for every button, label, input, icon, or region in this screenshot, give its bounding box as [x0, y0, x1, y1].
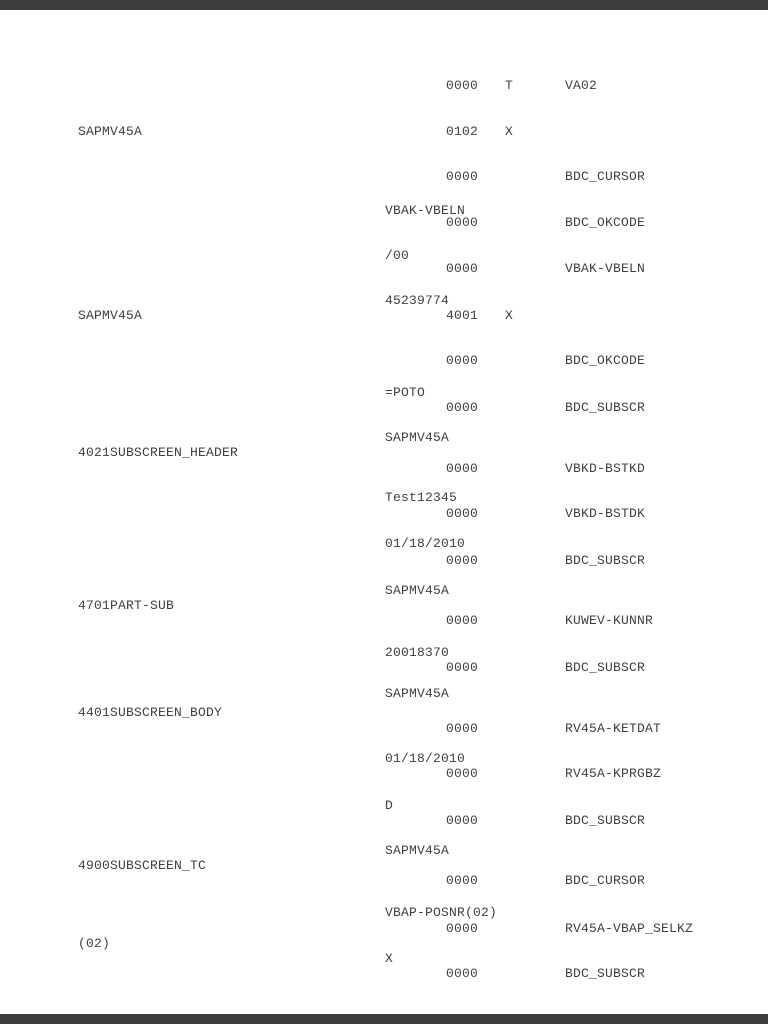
field-name-cell: BDC_CURSOR	[565, 169, 646, 184]
screen-number-cell: 0000	[446, 169, 479, 184]
field-value-cell: VBAK-VBELN	[385, 203, 466, 218]
field-value-cell: SAPMV45A	[385, 583, 450, 598]
field-value-cell: 20018370	[385, 645, 450, 660]
left-column-text: 4401SUBSCREEN_BODY	[78, 705, 223, 720]
field-value-cell: SAPMV45A	[385, 686, 450, 701]
viewer-letterbox-top	[0, 0, 768, 10]
screen-number-cell: 0000	[446, 921, 479, 936]
screen-number-cell: 0000	[446, 966, 479, 981]
field-value-cell: =POTO	[385, 385, 426, 400]
field-value-cell: 01/18/2010	[385, 536, 466, 551]
field-name-cell: BDC_OKCODE	[565, 215, 646, 230]
field-name-cell: BDC_SUBSCR	[565, 400, 646, 415]
field-name-cell: BDC_SUBSCR	[565, 813, 646, 828]
left-column-text: SAPMV45A	[78, 124, 143, 139]
field-name-cell: BDC_SUBSCR	[565, 553, 646, 568]
left-column-text: 4900SUBSCREEN_TC	[78, 858, 207, 873]
screen-number-cell: 0000	[446, 506, 479, 521]
field-name-cell: VBAK-VBELN	[565, 261, 646, 276]
viewer-letterbox-bottom	[0, 1014, 768, 1024]
screen-number-cell: 0000	[446, 553, 479, 568]
field-name-cell: VA02	[565, 78, 598, 93]
screen-number-cell: 0000	[446, 660, 479, 675]
field-value-cell: SAPMV45A	[385, 430, 450, 445]
field-value-cell: /00	[385, 248, 410, 263]
left-column-text: 4701PART-SUB	[78, 598, 175, 613]
left-column-text: (02)	[78, 936, 111, 951]
screen-number-cell: 4001	[446, 308, 479, 323]
field-value-cell: 45239774	[385, 293, 450, 308]
start-indicator-cell: T	[505, 78, 514, 93]
screen-number-cell: 0000	[446, 766, 479, 781]
field-name-cell: BDC_SUBSCR	[565, 966, 646, 981]
left-column-text: 4021SUBSCREEN_HEADER	[78, 445, 239, 460]
field-name-cell: RV45A-KPRGBZ	[565, 766, 662, 781]
field-name-cell: RV45A-VBAP_SELKZ	[565, 921, 694, 936]
screen-number-cell: 0000	[446, 613, 479, 628]
screen-number-cell: 0000	[446, 353, 479, 368]
screen-number-cell: 0000	[446, 215, 479, 230]
screen-number-cell: 0000	[446, 813, 479, 828]
field-value-cell: 01/18/2010	[385, 751, 466, 766]
field-name-cell: BDC_OKCODE	[565, 353, 646, 368]
field-value-cell: VBAP-POSNR(02)	[385, 905, 498, 920]
screen-number-cell: 0000	[446, 873, 479, 888]
screen-number-cell: 0102	[446, 124, 479, 139]
field-value-cell: Test12345	[385, 490, 458, 505]
screen-number-cell: 0000	[446, 261, 479, 276]
screen-number-cell: 0000	[446, 461, 479, 476]
screen-number-cell: 0000	[446, 78, 479, 93]
field-value-cell: D	[385, 798, 394, 813]
field-name-cell: KUWEV-KUNNR	[565, 613, 654, 628]
left-column-text: SAPMV45A	[78, 308, 143, 323]
screen-number-cell: 0000	[446, 721, 479, 736]
start-indicator-cell: X	[505, 308, 514, 323]
field-name-cell: VBKD-BSTKD	[565, 461, 646, 476]
start-indicator-cell: X	[505, 124, 514, 139]
screen-number-cell: 0000	[446, 400, 479, 415]
field-value-cell: SAPMV45A	[385, 843, 450, 858]
field-name-cell: BDC_SUBSCR	[565, 660, 646, 675]
field-name-cell: RV45A-KETDAT	[565, 721, 662, 736]
field-value-cell: X	[385, 951, 394, 966]
field-name-cell: VBKD-BSTDK	[565, 506, 646, 521]
field-name-cell: BDC_CURSOR	[565, 873, 646, 888]
